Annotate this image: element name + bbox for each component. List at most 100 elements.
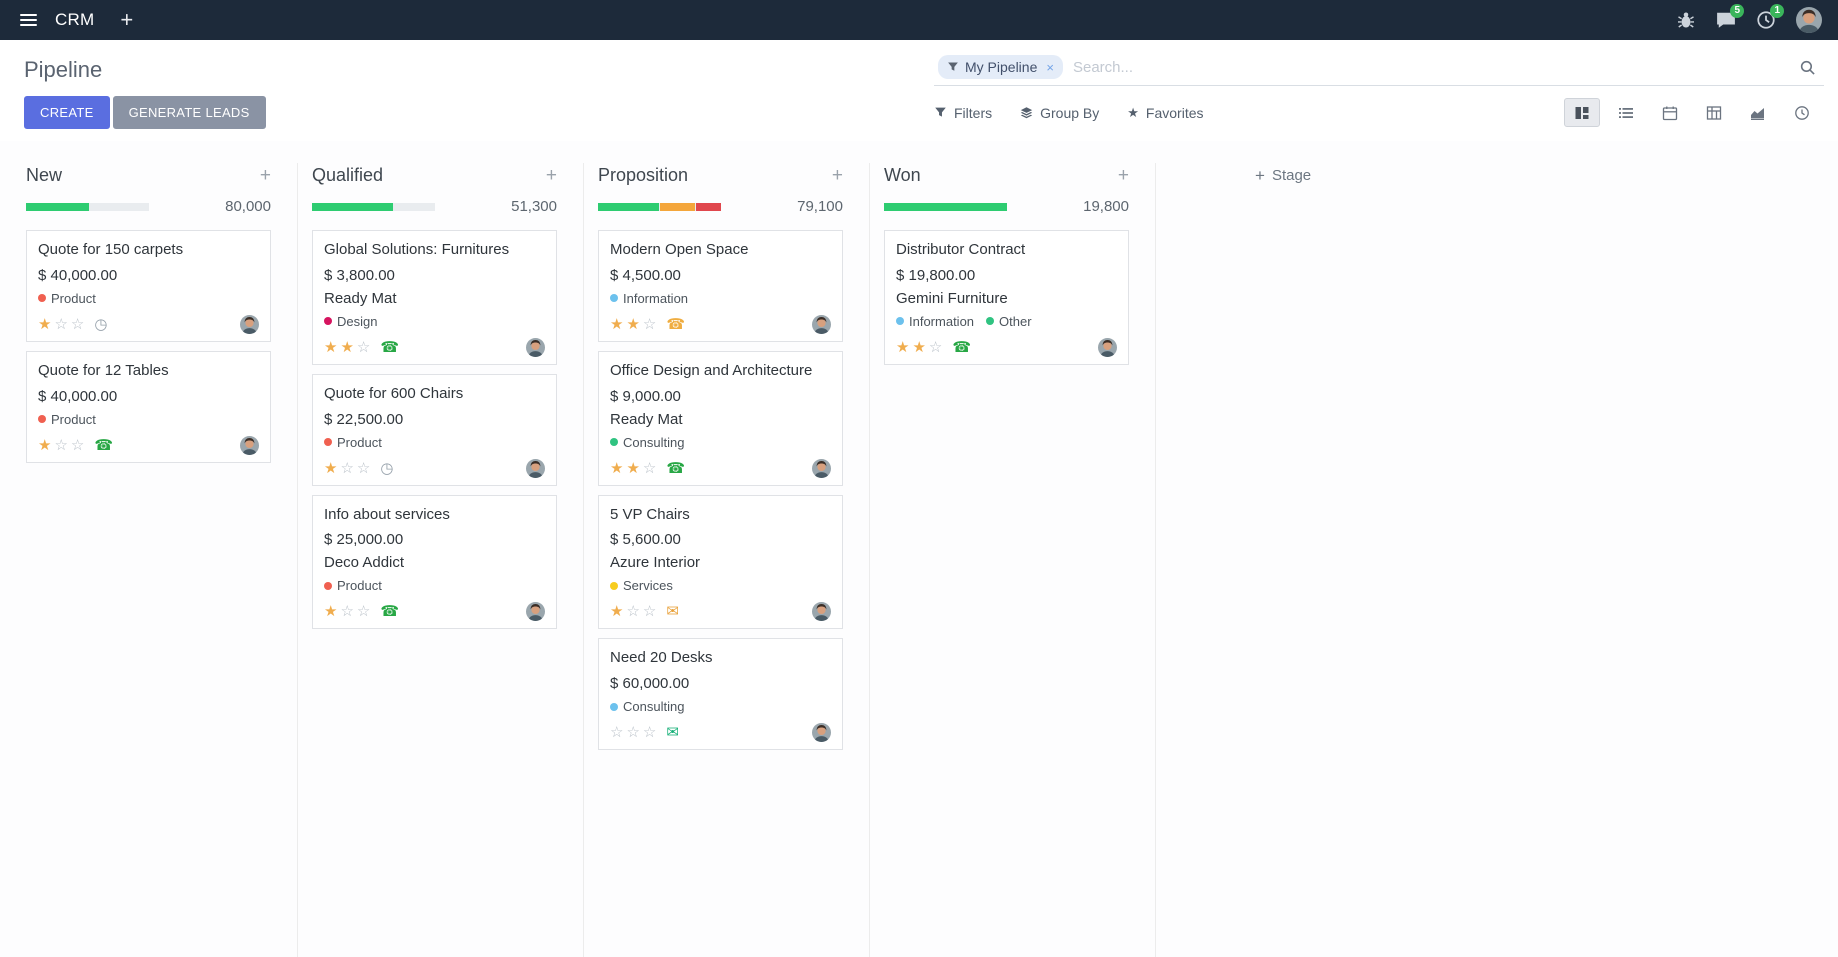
priority-stars[interactable]: ★ ★ ☆ xyxy=(610,317,656,332)
graph-view-button[interactable] xyxy=(1740,98,1776,127)
search-bar[interactable]: My Pipeline × xyxy=(934,54,1824,86)
column-progressbar[interactable] xyxy=(598,202,721,211)
star-icon[interactable]: ☆ xyxy=(642,603,657,621)
priority-stars[interactable]: ☆ ☆ ☆ xyxy=(610,725,656,740)
progress-segment[interactable] xyxy=(659,202,695,211)
quick-create-icon[interactable]: + xyxy=(831,164,843,186)
star-icon[interactable]: ★ xyxy=(610,603,624,621)
star-icon[interactable]: ☆ xyxy=(340,603,354,621)
star-icon[interactable]: ★ xyxy=(626,459,640,477)
clock-icon[interactable]: ◷ xyxy=(380,459,394,477)
star-icon[interactable]: ☆ xyxy=(928,338,943,356)
envelope-icon[interactable]: ✉ xyxy=(666,724,679,741)
salesperson-avatar[interactable] xyxy=(1098,338,1117,357)
salesperson-avatar[interactable] xyxy=(812,723,831,742)
kanban-card[interactable]: Quote for 600 Chairs $ 22,500.00 Product… xyxy=(312,373,557,486)
calendar-view-button[interactable] xyxy=(1652,98,1688,127)
phone-icon[interactable]: ☎ xyxy=(666,459,686,477)
star-icon[interactable]: ☆ xyxy=(626,724,640,741)
search-input[interactable] xyxy=(1072,58,1789,76)
priority-stars[interactable]: ★ ★ ☆ xyxy=(896,340,942,355)
kanban-card[interactable]: Global Solutions: Furnitures $ 3,800.00 … xyxy=(312,230,557,365)
search-icon[interactable] xyxy=(1799,59,1816,76)
star-icon[interactable]: ☆ xyxy=(626,603,640,621)
star-icon[interactable]: ★ xyxy=(38,315,52,333)
star-icon[interactable]: ★ xyxy=(912,338,926,356)
kanban-card[interactable]: Need 20 Desks $ 60,000.00 Consulting ☆ ☆ ☆… xyxy=(598,638,843,750)
envelope-icon[interactable]: ✉ xyxy=(666,603,679,621)
star-icon[interactable]: ☆ xyxy=(340,459,354,477)
kanban-card[interactable]: Quote for 12 Tables $ 40,000.00 Product … xyxy=(26,350,271,463)
pivot-view-button[interactable] xyxy=(1696,98,1732,127)
favorites-button[interactable]: ★ Favorites xyxy=(1127,105,1203,121)
quick-create-icon[interactable]: + xyxy=(1117,164,1129,186)
salesperson-avatar[interactable] xyxy=(526,459,545,478)
phone-icon[interactable]: ☎ xyxy=(380,603,400,621)
column-progressbar[interactable] xyxy=(312,202,435,211)
activities-clock-icon[interactable]: 1 xyxy=(1756,4,1784,30)
star-icon[interactable]: ☆ xyxy=(356,459,371,477)
star-icon[interactable]: ★ xyxy=(324,603,338,621)
messages-icon[interactable]: 5 xyxy=(1716,4,1744,30)
salesperson-avatar[interactable] xyxy=(240,315,259,334)
star-icon[interactable]: ☆ xyxy=(356,603,371,621)
user-avatar[interactable] xyxy=(1796,7,1822,33)
quick-create-icon[interactable]: + xyxy=(259,164,271,186)
salesperson-avatar[interactable] xyxy=(812,602,831,621)
star-icon[interactable]: ★ xyxy=(626,315,640,333)
app-name[interactable]: CRM xyxy=(55,10,95,29)
star-icon[interactable]: ☆ xyxy=(642,459,657,477)
star-icon[interactable]: ★ xyxy=(610,315,624,333)
progress-segment[interactable] xyxy=(884,202,1007,211)
kanban-card[interactable]: Modern Open Space $ 4,500.00 Information… xyxy=(598,230,843,342)
column-progressbar[interactable] xyxy=(884,202,1007,211)
filters-button[interactable]: Filters xyxy=(934,105,992,121)
search-facet[interactable]: My Pipeline × xyxy=(938,55,1063,79)
group-by-button[interactable]: Group By xyxy=(1020,105,1099,121)
salesperson-avatar[interactable] xyxy=(240,436,259,455)
priority-stars[interactable]: ★ ☆ ☆ xyxy=(38,317,84,332)
star-icon[interactable]: ★ xyxy=(610,459,624,477)
star-icon[interactable]: ☆ xyxy=(642,315,657,333)
activity-view-button[interactable] xyxy=(1784,98,1820,127)
salesperson-avatar[interactable] xyxy=(812,315,831,334)
salesperson-avatar[interactable] xyxy=(526,338,545,357)
add-stage-button[interactable]: + Stage xyxy=(1255,163,1311,187)
column-progressbar[interactable] xyxy=(26,202,149,211)
star-icon[interactable]: ★ xyxy=(324,338,338,356)
priority-stars[interactable]: ★ ☆ ☆ xyxy=(610,604,656,619)
add-icon[interactable]: + xyxy=(120,7,134,32)
priority-stars[interactable]: ★ ☆ ☆ xyxy=(324,461,370,476)
star-icon[interactable]: ☆ xyxy=(70,436,85,454)
star-icon[interactable]: ☆ xyxy=(610,724,624,741)
salesperson-avatar[interactable] xyxy=(526,602,545,621)
star-icon[interactable]: ☆ xyxy=(54,315,68,333)
facet-remove-icon[interactable]: × xyxy=(1046,59,1054,75)
list-view-button[interactable] xyxy=(1608,98,1644,127)
generate-leads-button[interactable]: GENERATE LEADS xyxy=(112,96,266,129)
progress-segment[interactable] xyxy=(695,202,721,211)
kanban-card[interactable]: Info about services $ 25,000.00 Deco Add… xyxy=(312,494,557,630)
phone-icon[interactable]: ☎ xyxy=(666,315,686,333)
kanban-view-button[interactable] xyxy=(1564,98,1600,127)
menu-toggle-icon[interactable] xyxy=(16,10,41,30)
star-icon[interactable]: ☆ xyxy=(356,338,371,356)
priority-stars[interactable]: ★ ☆ ☆ xyxy=(324,604,370,619)
progress-segment[interactable] xyxy=(26,202,89,211)
debug-bug-icon[interactable] xyxy=(1676,10,1696,30)
phone-icon[interactable]: ☎ xyxy=(952,338,972,356)
kanban-card[interactable]: Office Design and Architecture $ 9,000.0… xyxy=(598,350,843,486)
star-icon[interactable]: ★ xyxy=(324,459,338,477)
kanban-card[interactable]: 5 VP Chairs $ 5,600.00 Azure Interior Se… xyxy=(598,494,843,630)
phone-icon[interactable]: ☎ xyxy=(94,436,114,454)
priority-stars[interactable]: ★ ★ ☆ xyxy=(610,461,656,476)
star-icon[interactable]: ★ xyxy=(38,436,52,454)
star-icon[interactable]: ★ xyxy=(896,338,910,356)
salesperson-avatar[interactable] xyxy=(812,459,831,478)
phone-icon[interactable]: ☎ xyxy=(380,338,400,356)
star-icon[interactable]: ☆ xyxy=(54,436,68,454)
star-icon[interactable]: ☆ xyxy=(70,315,85,333)
priority-stars[interactable]: ★ ☆ ☆ xyxy=(38,438,84,453)
kanban-card[interactable]: Quote for 150 carpets $ 40,000.00 Produc… xyxy=(26,230,271,342)
create-button[interactable]: CREATE xyxy=(24,96,110,129)
